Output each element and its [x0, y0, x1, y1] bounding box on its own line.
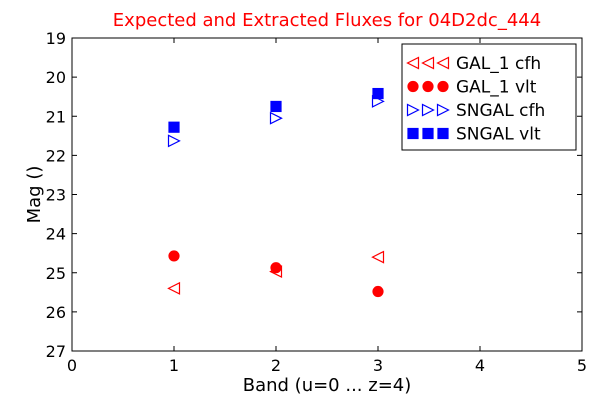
legend-label: SNGAL vlt [456, 125, 541, 145]
legend: GAL_1 cfh GAL_1 vlt SNGAL cfh SNGAL vlt [401, 43, 577, 151]
y-tick-label: 21 [46, 107, 66, 126]
x-axis: 0 1 2 3 4 5 [67, 38, 587, 375]
legend-marker [436, 103, 450, 117]
legend-marker [407, 127, 419, 140]
legend-marker [422, 127, 434, 140]
legend-label: GAL_1 vlt [456, 78, 537, 98]
data-point [167, 281, 181, 295]
legend-marker [421, 56, 435, 70]
data-point [371, 250, 385, 264]
x-tick-label: 0 [67, 356, 77, 375]
y-axis-label: Mag () [24, 166, 45, 224]
x-tick-label: 2 [271, 356, 281, 375]
legend-marker [406, 103, 420, 117]
legend-marker [437, 127, 449, 140]
legend-marker [437, 80, 449, 93]
legend-marker [436, 56, 450, 70]
y-tick-label: 26 [46, 303, 66, 322]
y-tick-label: 27 [46, 342, 66, 361]
legend-marker [422, 80, 434, 93]
x-tick-label: 5 [577, 356, 587, 375]
chart-title: Expected and Extracted Fluxes for 04D2dc… [113, 10, 541, 31]
data-point [167, 134, 181, 148]
x-axis-label: Band (u=0 ... z=4) [243, 375, 412, 396]
data-markers [167, 87, 385, 298]
legend-marker [406, 56, 420, 70]
legend-marker [421, 103, 435, 117]
x-tick-label: 1 [169, 356, 179, 375]
data-point [168, 250, 180, 262]
y-tick-label: 22 [46, 146, 66, 165]
legend-label: GAL_1 cfh [456, 54, 541, 74]
x-tick-label: 4 [475, 356, 485, 375]
x-tick-label: 3 [373, 356, 383, 375]
y-tick-label: 25 [46, 264, 66, 283]
data-point [269, 111, 283, 125]
legend-label: SNGAL cfh [456, 101, 545, 121]
data-point [168, 121, 180, 133]
data-point [372, 87, 384, 100]
y-tick-label: 24 [46, 225, 66, 244]
data-point [372, 285, 384, 298]
data-point [270, 100, 282, 113]
y-axis: 19 20 21 22 23 24 25 26 27 [46, 29, 582, 361]
y-tick-label: 19 [46, 29, 66, 48]
y-tick-label: 20 [46, 68, 66, 87]
data-point [270, 262, 282, 274]
legend-marker [407, 80, 419, 93]
y-tick-label: 23 [46, 186, 66, 205]
